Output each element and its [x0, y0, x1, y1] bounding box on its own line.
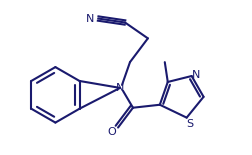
Text: N: N — [85, 13, 94, 24]
Text: N: N — [191, 70, 199, 80]
Text: N: N — [115, 83, 124, 93]
Text: S: S — [185, 119, 193, 129]
Text: O: O — [107, 126, 116, 137]
